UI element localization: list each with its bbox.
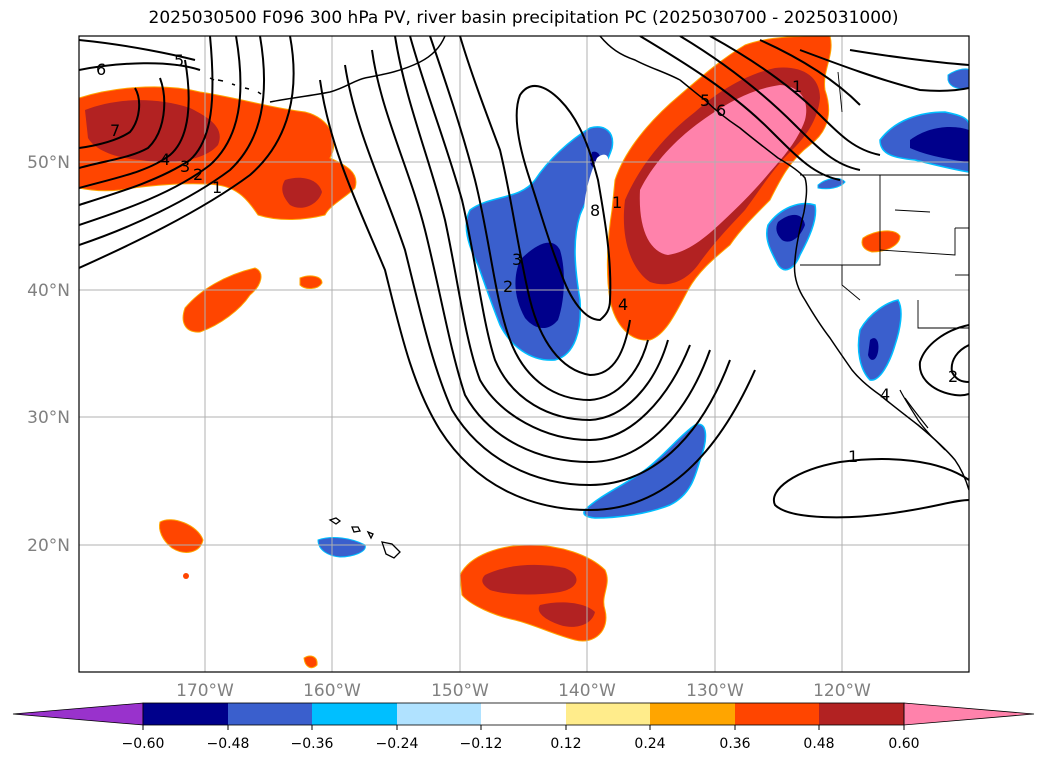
- strong-positive-region: [639, 85, 807, 255]
- map-plot-area: 6 5 7 4 3 2 1 3 2 8 1 4 5 6 1 1 2 4: [79, 36, 969, 672]
- contour-label: 5: [700, 91, 710, 110]
- colorbar-tick-label: 0.60: [888, 736, 919, 752]
- contour-label: 6: [96, 60, 106, 79]
- colorbar-bin: [735, 703, 819, 725]
- contour-label: 2: [503, 277, 513, 296]
- contour-label: 1: [212, 178, 222, 197]
- colorbar-tick-label: −0.60: [122, 736, 165, 752]
- pv-contours: [79, 36, 969, 519]
- colorbar-bin: [481, 703, 566, 725]
- lat-label-30n: 30°N: [27, 408, 70, 428]
- map-frame: [78, 35, 970, 673]
- contour-label: 2: [948, 367, 958, 386]
- colorbar-extend-low: [12, 702, 144, 726]
- contour-label: 4: [618, 295, 628, 314]
- colorbar-tick-label: 0.24: [634, 736, 665, 752]
- longitude-labels: 170°W 160°W 150°W 140°W 130°W 120°W: [176, 681, 871, 701]
- colorbar-bin: [143, 703, 228, 725]
- contour-label: 6: [716, 101, 726, 120]
- political-borders: [800, 71, 969, 329]
- colorbar-bin: [397, 703, 481, 725]
- contour-label: 4: [880, 385, 890, 404]
- lat-label-50n: 50°N: [27, 153, 70, 173]
- contour-label: 1: [612, 193, 622, 212]
- colorbar-tick-label: 0.36: [719, 736, 750, 752]
- lat-label-20n: 20°N: [27, 536, 70, 556]
- colorbar-ticks: [142, 725, 905, 730]
- lon-label-150w: 150°W: [431, 681, 489, 701]
- map-title: 2025030500 F096 300 hPa PV, river basin …: [148, 8, 899, 28]
- colorbar-tick-label: 0.12: [550, 736, 581, 752]
- lon-label-130w: 130°W: [686, 681, 744, 701]
- contour-label: 7: [110, 121, 120, 140]
- contour-label: 1: [848, 447, 858, 466]
- contour-label: 2: [193, 165, 203, 184]
- colorbar-bin: [819, 703, 904, 725]
- latitude-labels: 50°N 40°N 30°N 20°N: [27, 153, 70, 556]
- colorbar-bin: [566, 703, 650, 725]
- lon-label-120w: 120°W: [813, 681, 871, 701]
- graticule: [79, 36, 969, 672]
- contour-label: 1: [792, 77, 802, 96]
- lon-label-160w: 160°W: [303, 681, 361, 701]
- colorbar-bin: [650, 703, 735, 725]
- contour-labels: 6 5 7 4 3 2 1 3 2 8 1 4 5 6 1 1 2 4: [96, 51, 958, 466]
- contour-label: 5: [174, 51, 184, 70]
- positive-high-region-nw: [85, 100, 220, 162]
- contour-label: 4: [160, 150, 170, 169]
- colorbar: −0.60 −0.48 −0.36 −0.24 −0.12 0.12 0.24 …: [12, 702, 1035, 752]
- lon-label-170w: 170°W: [176, 681, 234, 701]
- colorbar-tick-label: 0.48: [803, 736, 834, 752]
- colorbar-bin: [228, 703, 312, 725]
- contour-label: 3: [512, 250, 522, 269]
- colorbar-tick-label: −0.24: [376, 736, 419, 752]
- positive-region-west-1: [182, 267, 262, 333]
- lat-label-40n: 40°N: [27, 281, 70, 301]
- contour-label: 8: [590, 201, 600, 220]
- colorbar-tick-label: −0.48: [207, 736, 250, 752]
- colorbar-tick-label: −0.36: [291, 736, 334, 752]
- colorbar-bin: [312, 703, 397, 725]
- lon-label-140w: 140°W: [558, 681, 616, 701]
- colorbar-extend-high: [903, 702, 1035, 726]
- contour-label: 3: [180, 157, 190, 176]
- colorbar-tick-label: −0.12: [460, 736, 503, 752]
